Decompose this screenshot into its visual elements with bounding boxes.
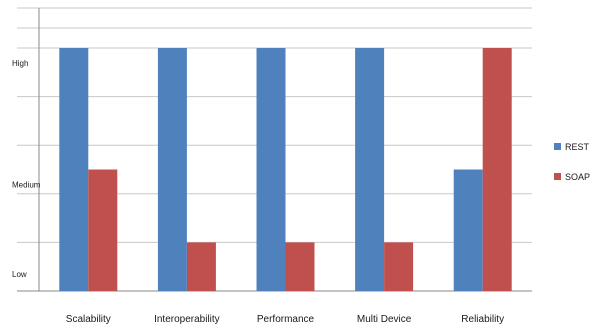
legend-swatch-rest (554, 143, 561, 150)
y-tick-label: High (12, 59, 28, 68)
bars (59, 48, 512, 291)
bar-rest-reliability (453, 169, 483, 291)
bar-rest-interoperability (157, 48, 187, 291)
y-tick-label: Low (12, 270, 27, 279)
bar-soap-multi-device (384, 242, 414, 291)
y-axis-labels: Low Medium High (12, 59, 41, 279)
y-tick-label: Medium (12, 181, 41, 190)
bar-soap-performance (285, 242, 315, 291)
bar-rest-multi-device (355, 48, 385, 291)
legend-label-soap: SOAP (565, 172, 590, 182)
x-tick-label: Interoperability (154, 314, 220, 325)
bar-rest-performance (256, 48, 286, 291)
legend: REST SOAP (554, 142, 590, 182)
bar-soap-scalability (88, 169, 118, 291)
bar-rest-scalability (59, 48, 89, 291)
legend-swatch-soap (554, 173, 561, 180)
x-tick-label: Scalability (66, 314, 111, 325)
x-tick-label: Reliability (461, 314, 504, 325)
x-tick-label: Performance (257, 314, 315, 325)
x-axis-labels: Scalability Interoperability Performance Mu… (66, 314, 504, 325)
x-tick-label: Multi Device (357, 314, 412, 325)
legend-label-rest: REST (565, 142, 590, 152)
bar-soap-interoperability (186, 242, 216, 291)
bar-soap-reliability (482, 48, 512, 291)
